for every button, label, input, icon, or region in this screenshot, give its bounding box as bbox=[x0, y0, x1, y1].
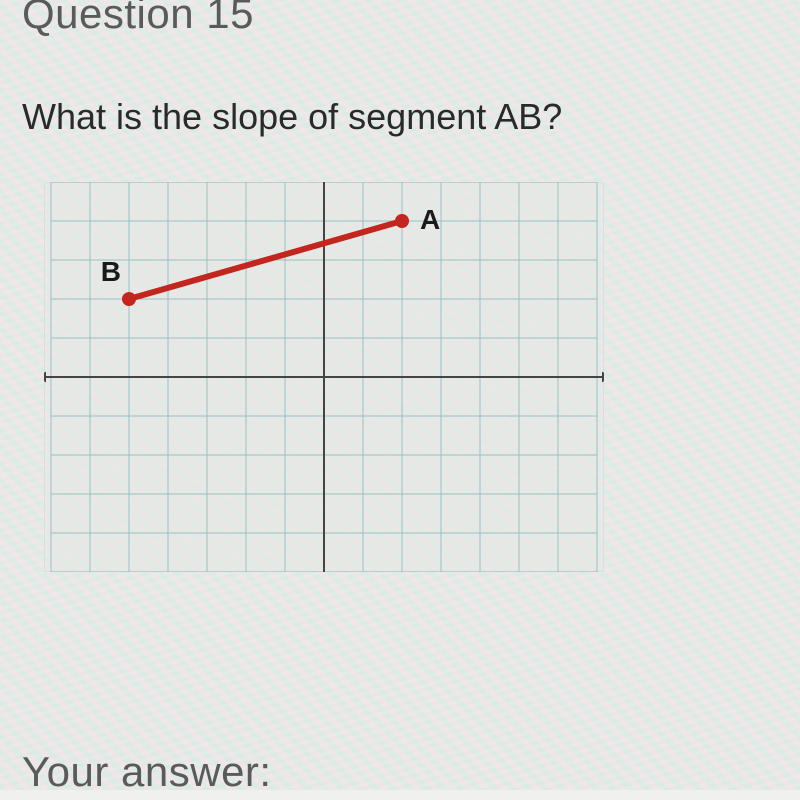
label-a: A bbox=[420, 204, 440, 235]
slope-chart: AB bbox=[44, 182, 604, 572]
question-header: Question 15 bbox=[22, 0, 778, 38]
point-b bbox=[122, 292, 136, 306]
x-axis-arrow-left bbox=[44, 372, 46, 383]
x-axis-arrow-right bbox=[602, 372, 604, 383]
coordinate-grid-svg: AB bbox=[44, 182, 604, 572]
answer-label: Your answer: bbox=[22, 748, 272, 796]
question-text: What is the slope of segment AB? bbox=[22, 96, 778, 138]
point-a bbox=[395, 214, 409, 228]
label-b: B bbox=[101, 256, 121, 287]
